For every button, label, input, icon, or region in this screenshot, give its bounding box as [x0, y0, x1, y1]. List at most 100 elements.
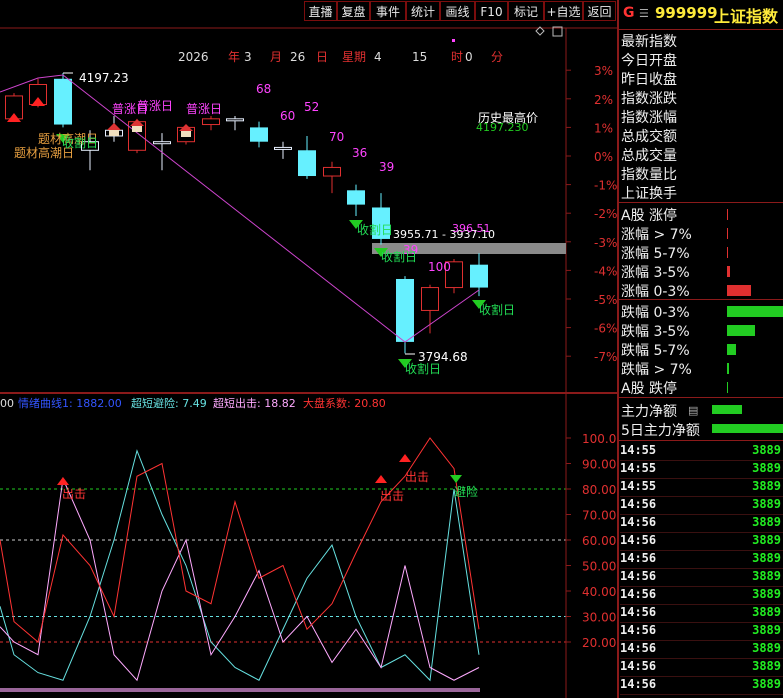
panel-divider [617, 0, 619, 698]
menu-icon[interactable]: ☰ [639, 7, 649, 20]
tick-time: 14:56 [620, 533, 657, 547]
pct-label: -6% [594, 322, 617, 336]
row-divider [620, 532, 783, 533]
indicator-label: 70.00 [582, 509, 616, 523]
review-button[interactable]: 复盘 [337, 1, 370, 21]
add-watchlist-button[interactable]: +自选 [544, 1, 583, 21]
breadth-bar [727, 285, 751, 296]
date-field: 2026 [178, 50, 209, 64]
count-number: 60 [280, 109, 295, 123]
separator [617, 440, 783, 441]
mark-button[interactable]: 标记 [508, 1, 544, 21]
pct-label: 2% [594, 93, 613, 107]
high-label: 4197.23 [79, 71, 129, 85]
tick-row: 14:56 3889 [620, 515, 783, 533]
pct-label: -7% [594, 350, 617, 364]
pct-label: -3% [594, 236, 617, 250]
series-line [0, 449, 480, 682]
date-field: 星期 [342, 50, 366, 64]
tick-time: 14:56 [620, 551, 657, 565]
up-arrow-icon [31, 97, 45, 106]
list-icon[interactable]: ▤ [688, 404, 699, 417]
stats-button[interactable]: 统计 [406, 1, 440, 21]
tick-value: 3889 [752, 569, 781, 583]
quote-field-label: 指数量比 [621, 167, 677, 183]
count-number: 52 [304, 100, 319, 114]
pct-label: 1% [594, 121, 613, 135]
f10-button[interactable]: F10 [475, 1, 508, 21]
draw-line-button[interactable]: 画线 [440, 1, 475, 21]
breadth-bar [727, 247, 729, 258]
breadth-label: 跌幅 3-5% [621, 324, 690, 340]
diamond-icon[interactable] [535, 26, 545, 36]
event-label: 收割日 [357, 222, 393, 237]
candle-body [81, 141, 99, 151]
pct-label: 3% [594, 64, 613, 78]
main-flow-5d-bar [712, 424, 783, 433]
tick-time: 14:56 [620, 497, 657, 511]
tick-value: 3889 [752, 515, 781, 529]
range-tail: 396.51 [452, 222, 491, 235]
signal-up-icon [375, 475, 387, 483]
tick-value: 3889 [752, 533, 781, 547]
series-line [0, 437, 480, 643]
tick-row: 14:56 3889 [620, 605, 783, 623]
candle-body [347, 190, 365, 205]
events-button[interactable]: 事件 [370, 1, 406, 21]
tick-time: 14:56 [620, 605, 657, 619]
breadth-bar [727, 325, 755, 336]
tick-value: 3889 [752, 659, 781, 673]
quote-field-label: 指数涨跌 [621, 91, 677, 107]
quote-field-label: 总成交量 [621, 148, 677, 164]
indicator-label: 80.00 [582, 483, 616, 497]
main-flow-label: 主力净额 [621, 404, 677, 420]
count-number: 100 [428, 260, 451, 274]
date-field: 15 [412, 50, 427, 64]
main-flow-bar [712, 405, 743, 414]
candle-body [54, 78, 72, 125]
series-line [0, 476, 480, 682]
down-arrow-icon [349, 220, 363, 229]
tick-time: 14:55 [620, 443, 657, 457]
event-label: 普涨日 [186, 101, 222, 116]
event-label: 收割日 [479, 302, 515, 317]
breadth-label: A股 涨停 [621, 208, 678, 224]
row-divider [620, 478, 783, 479]
row-divider [620, 586, 783, 587]
tick-value: 3889 [752, 479, 781, 493]
baseline-bar [0, 688, 480, 692]
back-button[interactable]: 返回 [583, 1, 616, 21]
window-icon[interactable] [552, 26, 563, 37]
breadth-bar [727, 382, 728, 393]
separator [617, 397, 783, 398]
date-field: 分 [491, 50, 503, 64]
down-arrow-icon [56, 134, 70, 143]
row-divider [620, 640, 783, 641]
candle-body [153, 141, 171, 145]
tick-value: 3889 [752, 623, 781, 637]
g-icon[interactable]: G [623, 5, 635, 21]
tick-time: 14:55 [620, 479, 657, 493]
house-icon [107, 123, 121, 130]
tick-value: 3889 [752, 641, 781, 655]
candle-body [396, 278, 414, 342]
live-button[interactable]: 直播 [304, 1, 337, 21]
indicator-label: 30.00 [582, 611, 616, 625]
breadth-bar [727, 228, 729, 239]
tick-row: 14:56 3889 [620, 497, 783, 515]
candle-body [470, 264, 488, 288]
event-label: 题材高潮日 [14, 145, 74, 160]
date-field: 日 [316, 50, 328, 64]
candle-body [421, 287, 439, 311]
row-divider [620, 550, 783, 551]
marker-dot [452, 39, 455, 42]
tick-time: 14:56 [620, 677, 657, 691]
count-number: 36 [352, 146, 367, 160]
tick-value: 3889 [752, 497, 781, 511]
row-divider [620, 604, 783, 605]
candle-body [372, 207, 390, 239]
indicator-legend: 情绪曲线1: 1882.00 [18, 396, 122, 410]
quote-field-label: 总成交额 [621, 129, 677, 145]
down-arrow-icon [398, 359, 412, 368]
main-chart-area[interactable]: 3% 2% 1% 0% -1% -2% -3% -4% -5% -6% -7% 2026 年 3 月 26 日星… [0, 0, 617, 698]
